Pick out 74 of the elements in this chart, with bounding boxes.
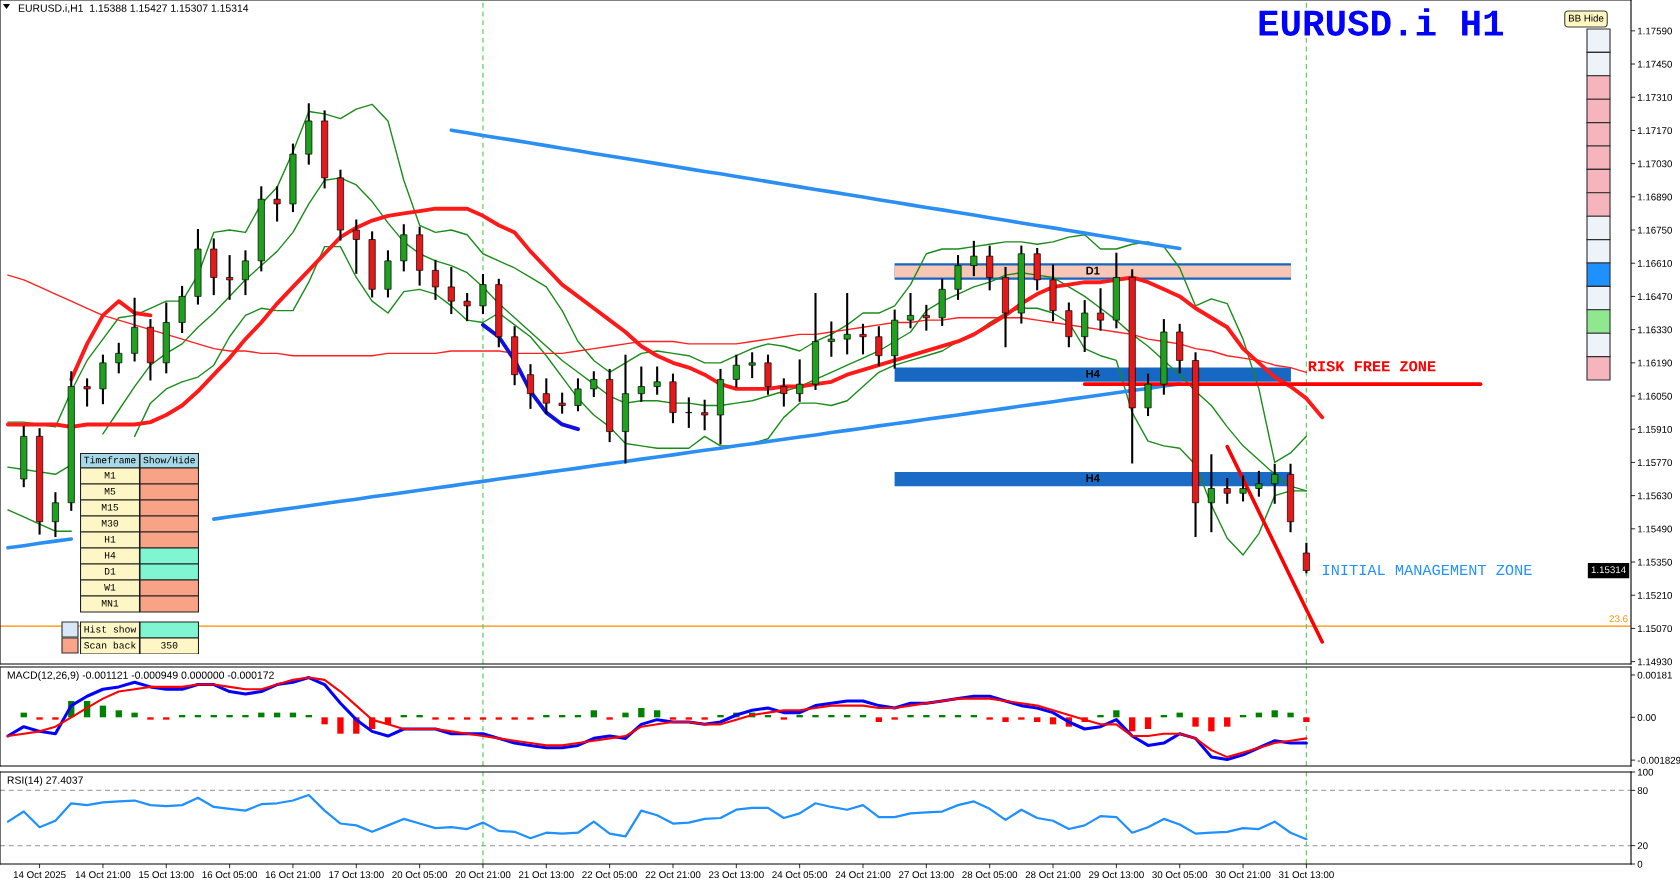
x-tick-label: 20 Oct 21:00 bbox=[455, 871, 511, 879]
band-label: H4 bbox=[1086, 369, 1100, 378]
annotation: 1.15314 bbox=[1591, 566, 1626, 574]
chart-title: MACD(12,26,9) -0.001121 -0.000949 0.000000 -0.000172 bbox=[7, 671, 274, 681]
x-tick-label: 24 Oct 05:00 bbox=[772, 871, 828, 879]
x-tick-label: 21 Oct 13:00 bbox=[518, 871, 574, 879]
x-tick-label: 16 Oct 21:00 bbox=[265, 871, 321, 879]
y-tick-label: 1.15910 bbox=[1637, 425, 1673, 433]
y-tick-label: 1.16190 bbox=[1637, 359, 1673, 367]
annotation: 350 bbox=[161, 642, 178, 649]
x-tick-label: 14 Oct 21:00 bbox=[75, 871, 131, 879]
y-tick-label: 0.00181 bbox=[1637, 671, 1672, 679]
y-tick-label: 1.16470 bbox=[1637, 293, 1673, 301]
y-tick-label: -0.001829 bbox=[1637, 756, 1680, 764]
x-tick-label: 30 Oct 21:00 bbox=[1215, 871, 1271, 879]
y-tick-label: 1.16330 bbox=[1637, 326, 1673, 334]
x-tick-label: 23 Oct 13:00 bbox=[708, 871, 764, 879]
annotation: INITIAL MANAGEMENT ZONE bbox=[1323, 564, 1532, 576]
category-label: M15 bbox=[101, 504, 119, 511]
x-tick-label: 24 Oct 21:00 bbox=[835, 871, 891, 879]
category-label: M1 bbox=[104, 472, 116, 479]
x-tick-label: 28 Oct 21:00 bbox=[1025, 871, 1081, 879]
text: Timeframe bbox=[84, 456, 136, 464]
category-label: W1 bbox=[104, 584, 116, 591]
y-tick-label: 1.17590 bbox=[1637, 27, 1673, 35]
band-label: D1 bbox=[1086, 266, 1100, 275]
y-tick-label: 1.16750 bbox=[1637, 226, 1673, 234]
category-label: M30 bbox=[101, 520, 119, 527]
band-label: H4 bbox=[1086, 474, 1100, 482]
x-tick-label: 16 Oct 05:00 bbox=[202, 871, 258, 879]
y-tick-label: 1.15630 bbox=[1637, 492, 1673, 500]
annotation: 23.6 bbox=[1609, 615, 1628, 623]
y-tick-label: 0 bbox=[1637, 860, 1643, 868]
category-label: M5 bbox=[104, 488, 116, 495]
y-tick-label: 0.00 bbox=[1637, 714, 1656, 721]
y-tick-label: 1.14930 bbox=[1637, 658, 1673, 666]
x-tick-label: 17 Oct 13:00 bbox=[329, 871, 384, 879]
y-tick-label: 1.15350 bbox=[1637, 558, 1673, 566]
category-label: Scan back bbox=[84, 641, 136, 649]
category-label: H4 bbox=[104, 552, 116, 559]
y-tick-label: 1.16610 bbox=[1637, 259, 1673, 267]
x-tick-label: 30 Oct 05:00 bbox=[1152, 871, 1208, 879]
category-label: Hist show bbox=[84, 625, 137, 633]
y-tick-label: 1.17170 bbox=[1637, 127, 1673, 135]
x-tick-label: 15 Oct 13:00 bbox=[139, 871, 194, 879]
y-tick-label: 1.17450 bbox=[1637, 60, 1673, 68]
y-tick-label: 100 bbox=[1637, 768, 1654, 776]
category-label: MN1 bbox=[101, 600, 119, 607]
y-tick-label: 1.16050 bbox=[1637, 392, 1673, 400]
category-label: D1 bbox=[104, 568, 116, 575]
y-tick-label: 1.15770 bbox=[1637, 459, 1673, 467]
y-tick-label: 1.15490 bbox=[1637, 525, 1673, 533]
y-tick-label: 80 bbox=[1637, 787, 1648, 795]
y-tick-label: 1.15210 bbox=[1637, 591, 1673, 599]
y-tick-label: 1.15070 bbox=[1637, 625, 1673, 633]
chart-title: EURUSD.i,H1 1.15388 1.15427 1.15307 1.15314 bbox=[18, 4, 249, 14]
series-label: RISK FREE ZONE bbox=[1308, 361, 1436, 372]
y-tick-label: 1.17310 bbox=[1637, 93, 1673, 101]
x-tick-label: 31 Oct 13:00 bbox=[1278, 871, 1334, 879]
x-tick-label: 29 Oct 13:00 bbox=[1089, 871, 1144, 879]
x-tick-label: 14 Oct 2025 bbox=[13, 871, 66, 879]
x-tick-label: 20 Oct 05:00 bbox=[392, 871, 448, 879]
category-label: H1 bbox=[104, 536, 116, 543]
y-tick-label: 1.17030 bbox=[1637, 160, 1673, 168]
chart-subtitle: EURUSD.i H1 bbox=[1259, 8, 1503, 36]
y-tick-label: 1.16890 bbox=[1637, 193, 1673, 201]
x-tick-label: 22 Oct 21:00 bbox=[645, 871, 701, 879]
chart-title: RSI(14) 27.4037 bbox=[7, 776, 83, 786]
y-tick-label: 20 bbox=[1637, 842, 1648, 850]
annotation: BB Hide bbox=[1568, 14, 1604, 22]
x-tick-label: 27 Oct 13:00 bbox=[899, 871, 954, 879]
text: Show/Hide bbox=[143, 456, 195, 464]
x-tick-label: 28 Oct 05:00 bbox=[962, 871, 1018, 879]
x-tick-label: 22 Oct 05:00 bbox=[582, 871, 638, 879]
